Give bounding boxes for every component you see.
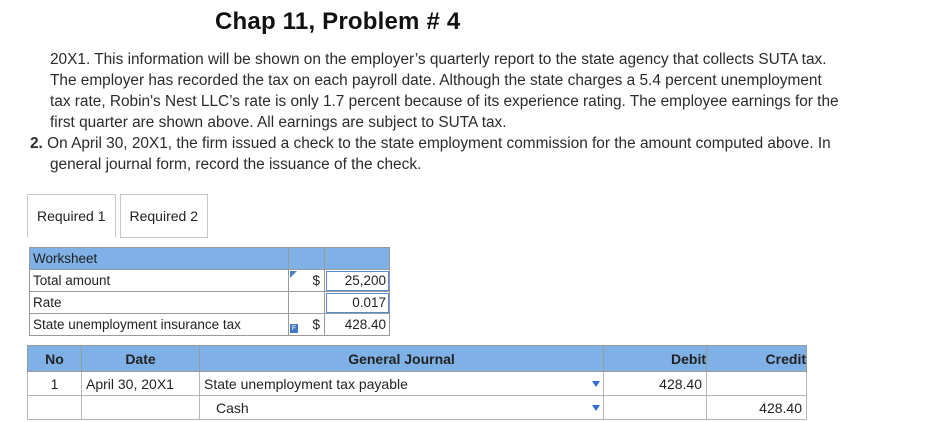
page-title: Chap 11, Problem # 4 [215, 8, 461, 35]
journal-row: 1 April 30, 20X1 State unemployment tax … [27, 371, 807, 396]
col-header-general-journal: General Journal [199, 345, 604, 372]
account-name: State unemployment tax payable [204, 375, 408, 392]
col-header-debit: Debit [603, 345, 707, 372]
dropdown-arrow-icon[interactable] [592, 381, 600, 387]
item-line: general journal form, record the issuanc… [50, 156, 422, 173]
flag-icon [290, 271, 297, 278]
account-select[interactable]: Cash [199, 395, 604, 420]
formula-badge-icon: F [290, 324, 298, 333]
account-name: Cash [216, 399, 249, 416]
suta-tax-value: 428.40 [324, 313, 390, 336]
dropdown-arrow-icon[interactable] [592, 405, 600, 411]
debit-input[interactable]: 428.40 [603, 371, 707, 396]
worksheet-header: Worksheet [29, 247, 289, 270]
intro-line: first quarter are shown above. All earni… [50, 114, 507, 131]
intro-line: 20X1. This information will be shown on … [50, 51, 827, 68]
debit-input[interactable] [603, 395, 707, 420]
col-header-credit: Credit [706, 345, 807, 372]
account-select[interactable]: State unemployment tax payable [199, 371, 604, 396]
credit-input[interactable]: 428.40 [706, 395, 807, 420]
entry-date[interactable] [81, 395, 200, 420]
requirement-tabs: Required 1 Required 2 [27, 194, 208, 238]
worksheet-label: Rate [29, 291, 289, 314]
credit-input[interactable] [706, 371, 807, 396]
journal-row: Cash 428.40 [27, 395, 807, 420]
rate-input[interactable]: 0.017 [324, 291, 390, 314]
worksheet-label: State unemployment insurance tax [29, 313, 289, 336]
intro-line: The employer has recorded the tax on eac… [50, 72, 822, 89]
item-line: On April 30, 20X1, the firm issued a che… [47, 135, 831, 152]
col-header-date: Date [81, 345, 200, 372]
entry-number: 1 [27, 371, 82, 396]
currency-symbol: $ [312, 273, 320, 288]
worksheet-table: Worksheet Total amount $ 25,200 Rate 0.0… [29, 247, 390, 336]
worksheet-row: State unemployment insurance tax F $ 428… [29, 313, 390, 336]
tab-required-1[interactable]: Required 1 [27, 194, 116, 238]
worksheet-label: Total amount [29, 269, 289, 292]
currency-symbol: $ [312, 317, 320, 332]
worksheet-row: Total amount $ 25,200 [29, 269, 390, 292]
entry-date[interactable]: April 30, 20X1 [81, 371, 200, 396]
general-journal-table: No Date General Journal Debit Credit 1 A… [27, 345, 807, 420]
tab-required-2[interactable]: Required 2 [119, 194, 208, 238]
total-amount-input[interactable]: 25,200 [324, 269, 390, 292]
worksheet-row: Rate 0.017 [29, 291, 390, 314]
intro-line: tax rate, Robin's Nest LLC’s rate is onl… [50, 93, 839, 110]
problem-intro: 20X1. This information will be shown on … [50, 49, 940, 133]
item-number: 2. [30, 135, 43, 152]
journal-header-row: No Date General Journal Debit Credit [27, 345, 807, 372]
requirement-2-text: 2. On April 30, 20X1, the firm issued a … [30, 133, 940, 175]
entry-number [27, 395, 82, 420]
col-header-no: No [27, 345, 82, 372]
